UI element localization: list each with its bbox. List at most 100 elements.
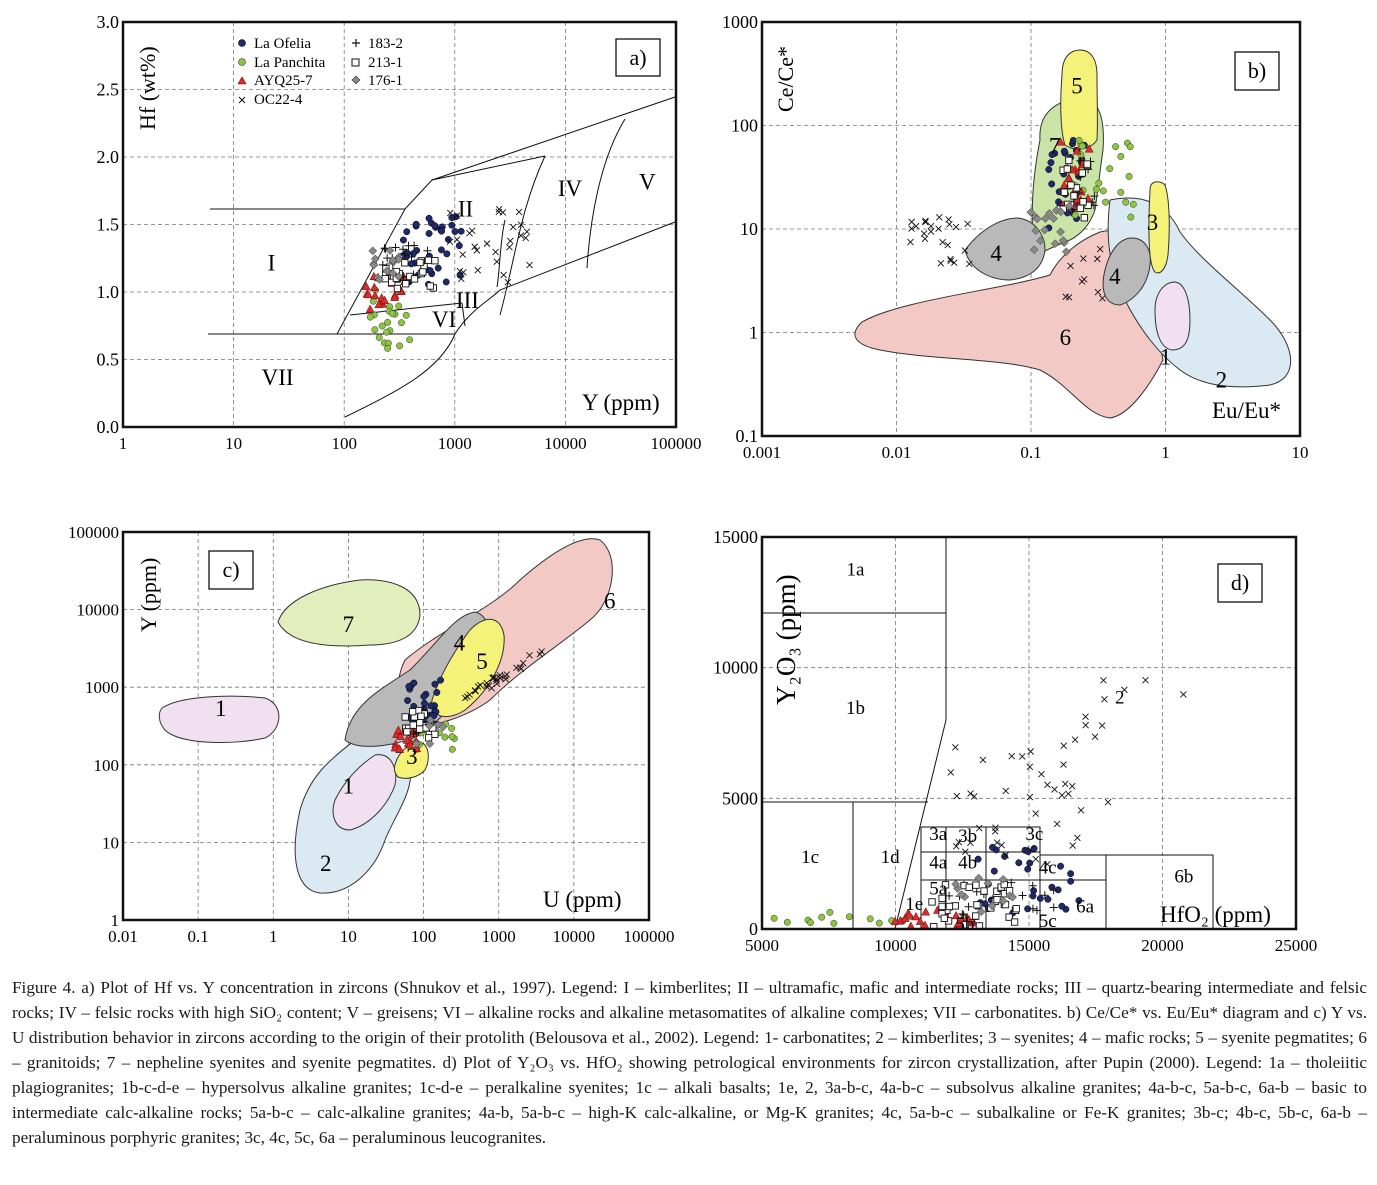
point-b-16 [1060, 147, 1068, 155]
point-a-98 [506, 237, 514, 245]
point-a-53 [402, 311, 410, 319]
point-d-89 [970, 793, 978, 800]
point-d-53 [915, 916, 925, 925]
point-d-180 [1008, 892, 1017, 902]
point-c-93 [493, 677, 500, 685]
point-b-91 [908, 218, 915, 226]
legend-183-marker [352, 39, 360, 47]
point-c-25 [431, 680, 439, 688]
point-b-79 [961, 247, 969, 254]
point-a-94 [456, 267, 464, 275]
panel-d-field-labels: 1a 1b 1c 1d 1e 2 3a 3b 3c 4a 4b 4c 5a 5b 5c 6a 6b [801, 559, 1193, 935]
ytick-a-6: 3.0 [97, 12, 120, 32]
field-label-b-6: 6 [1060, 325, 1072, 350]
point-b-141 [1050, 239, 1060, 249]
point-a-152 [388, 278, 396, 287]
field-b-3-syenite [1148, 181, 1170, 274]
point-d-14 [1015, 859, 1023, 867]
point-c-22 [404, 697, 412, 704]
field-label-b-7: 7 [1049, 134, 1061, 159]
point-a-42 [375, 333, 383, 341]
point-d-77 [979, 756, 987, 764]
point-a-81 [361, 281, 371, 290]
ytick-c-2: 100 [94, 756, 120, 775]
point-c-79 [519, 659, 527, 667]
point-a-97 [458, 275, 465, 283]
field-label-a-1: II [458, 196, 473, 221]
point-d-112 [1082, 713, 1089, 720]
ytick-d-3: 15000 [713, 527, 758, 547]
ytick-d-2: 10000 [713, 658, 758, 678]
point-a-151 [401, 259, 409, 267]
point-a-163 [388, 268, 398, 278]
point-a-12 [431, 222, 439, 230]
point-d-75 [967, 839, 974, 846]
point-b-84 [927, 228, 935, 235]
point-b-135 [1080, 214, 1088, 222]
ytick-b-3: 100 [731, 116, 758, 136]
field-label-b-4: 4 [1109, 264, 1121, 289]
point-b-97 [1080, 255, 1087, 262]
point-b-134 [1076, 204, 1085, 212]
point-d-130 [964, 902, 973, 911]
point-b-75 [908, 225, 915, 232]
point-b-140 [1036, 236, 1045, 246]
xtick-b-2: 0.1 [1020, 443, 1041, 462]
ytick-a-3: 1.5 [97, 215, 120, 235]
field-label-d-2: 1c [801, 847, 819, 868]
point-a-145 [410, 275, 419, 283]
point-c-77 [466, 691, 473, 699]
point-b-142 [1052, 206, 1061, 215]
point-d-182 [998, 874, 1008, 884]
point-d-4 [1067, 877, 1075, 885]
point-b-89 [945, 216, 952, 223]
point-c-97 [482, 682, 490, 690]
panel-c: 1 1 2 3 45 6 7 0.01 0.1 1 10 100 1000 10000 100000 1 10… [68, 523, 675, 946]
field-label-a-3: IV [558, 176, 583, 201]
point-a-23 [412, 220, 420, 228]
point-a-113 [526, 261, 533, 269]
ytick-c-5: 100000 [68, 523, 119, 542]
point-d-9 [1044, 895, 1052, 903]
point-b-104 [1076, 156, 1085, 165]
point-b-70 [935, 214, 943, 221]
point-a-89 [459, 251, 467, 258]
point-c-125 [408, 708, 417, 716]
field-label-d-12: 5a [929, 879, 948, 900]
xtick-c-6: 10000 [553, 927, 596, 946]
point-b-76 [964, 220, 971, 228]
point-d-110 [1142, 676, 1149, 684]
point-d-85 [961, 848, 969, 855]
point-d-108 [1121, 686, 1128, 694]
point-d-175 [974, 873, 984, 883]
field-label-c-1: 1 [343, 773, 355, 798]
point-c-118 [417, 712, 425, 720]
xtick-b-1: 0.01 [882, 443, 912, 462]
field-c-5-syenite-pegmatite [431, 618, 505, 718]
point-a-61 [388, 310, 396, 317]
panel-b-xlabel: Eu/Eu* [1212, 398, 1281, 423]
point-b-49 [1112, 143, 1120, 151]
point-b-77 [935, 225, 942, 232]
panel-c-label: c) [222, 557, 239, 582]
point-b-52 [1072, 146, 1082, 155]
legend-ayq-marker [237, 76, 247, 85]
point-a-110 [453, 236, 461, 243]
point-a-37 [448, 214, 456, 222]
point-d-79 [1044, 781, 1051, 789]
point-b-144 [1040, 214, 1050, 223]
point-c-92 [472, 687, 479, 695]
point-b-73 [920, 230, 928, 237]
field-label-c-5: 5 [476, 649, 488, 674]
field-label-a-0: I [268, 250, 276, 275]
field-label-a-6: VII [262, 365, 294, 390]
point-c-86 [489, 674, 497, 682]
point-d-118 [1040, 891, 1049, 900]
point-c-99 [409, 729, 418, 738]
point-b-151 [1049, 214, 1058, 223]
point-d-52 [951, 910, 961, 920]
ytick-a-4: 2.0 [97, 147, 120, 167]
point-b-82 [927, 222, 935, 230]
point-b-149 [1044, 209, 1054, 218]
point-a-102 [474, 266, 482, 274]
